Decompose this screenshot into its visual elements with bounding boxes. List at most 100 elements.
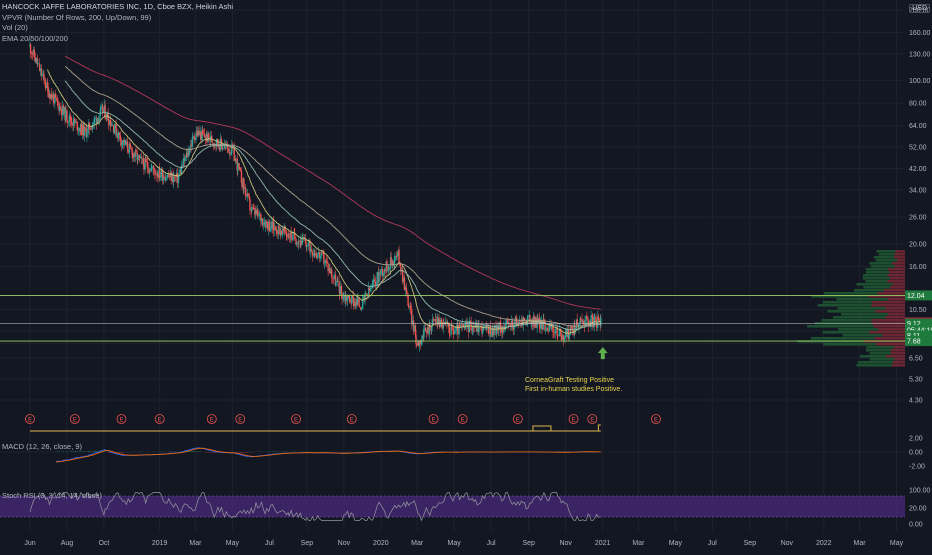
candle-body [91,125,94,130]
candle-body [163,176,165,179]
candle-body [148,171,151,173]
candle-body [31,53,33,55]
vpvr-bar-down [869,331,905,334]
earnings-marker [587,414,598,424]
ema-100-line [64,65,601,327]
candle-body [80,123,83,136]
candle-body [160,175,162,178]
candle-body [150,168,152,172]
time-axis-label: Sep [301,540,314,547]
candle-body [196,131,198,136]
vpvr-bar-down [871,304,905,307]
candle-body [397,251,399,257]
candle-body [483,325,486,327]
candle-body [140,156,143,159]
candle-body [94,118,96,120]
earnings-marker-label: E [654,418,658,424]
symbol-title[interactable]: HANCOCK JAFFE LABORATORIES INC, 1D, Cboe… [2,2,234,11]
candle-body [325,260,328,263]
candle-body [93,118,95,124]
vpvr-bar-down [894,346,905,349]
candle-body [57,101,59,104]
candle-body [234,158,237,162]
vpvr-bar-down [894,265,905,268]
earnings-markers: E E E E E EE E E E E E EE [25,414,661,424]
candle-body [498,322,500,331]
candle-body [444,321,447,324]
candle-body [211,142,214,143]
candle-body [248,196,251,200]
time-axis-label: Mar [854,540,867,547]
candle-body [155,173,157,176]
candle-body [360,307,362,311]
candle-body [269,228,272,232]
candle-body [162,170,164,181]
candle-body [411,309,413,324]
currency-label[interactable]: USD [909,4,930,13]
price-badge [905,325,932,336]
candle-body [452,325,454,330]
indicator-volume[interactable]: Vol (20) [2,23,28,32]
vpvr-bar-down [876,343,905,346]
macd-pane [0,447,905,463]
candle-body [70,120,72,122]
price-badge [905,330,932,341]
earnings-marker [651,414,661,424]
candle-body [229,151,231,154]
time-axis: Jun Aug Oct 2019 Mar May Jul Sep Nov 2020 Mar May Ju… [24,540,903,547]
ema-50-line [64,80,601,331]
vpvr-bar-down [888,313,905,316]
macd-label[interactable]: MACD (12, 26, close, 9) [2,442,83,451]
candle-body [567,329,570,339]
candle-body [40,68,43,76]
candle-body [423,328,425,338]
candle-body [482,326,484,332]
candle-body [272,221,275,231]
candle-body [274,226,277,230]
vpvr-bar-down [890,352,905,355]
candle-body [370,287,372,289]
time-axis-label: Mar [632,540,645,547]
candle-body [157,174,159,178]
candle-body [112,124,115,133]
candle-body [56,97,58,102]
time-axis-label: Nov [781,540,794,547]
candle-body [137,154,139,161]
candle-body [182,158,185,167]
vpvr-bar-up [856,364,892,367]
candle-body [165,177,167,181]
candle-body [285,233,288,235]
candle-body [208,132,210,139]
earnings-marker [69,414,80,424]
vpvr-bar-up [833,316,886,319]
candle-body [294,233,296,240]
stoch-rsi-label[interactable]: Stoch RSI (3, 3, 14, 14, close) [2,491,103,500]
candles [29,39,602,352]
candle-body [326,262,329,264]
candle-body [83,126,86,136]
candle-body [129,144,131,145]
candle-body [401,269,404,283]
candle-body [178,173,180,176]
candle-body [317,254,319,259]
candle-body [323,254,325,264]
candle-body [177,175,180,184]
candle-body [122,140,124,143]
indicator-vpvr[interactable]: VPVR (Number Of Rows, 200, Up/Down, 99) [2,12,152,22]
candle-body [240,170,243,184]
indicator-ema[interactable]: EMA 20/50/100/200 [2,33,68,43]
candle-body [52,95,55,104]
candle-body [361,297,364,310]
price-axis-label: 42.00 [909,166,927,173]
candle-body [431,325,433,332]
candle-body [125,141,128,145]
vpvr-bar-up [865,280,888,283]
chart-annotation[interactable]: CorneaGraft Testing Positive First in-hu… [525,376,622,394]
candle-body [221,148,224,150]
candle-body [276,233,278,235]
candle-body [446,321,448,323]
candle-body [49,94,51,99]
earnings-marker-label: E [238,418,242,424]
